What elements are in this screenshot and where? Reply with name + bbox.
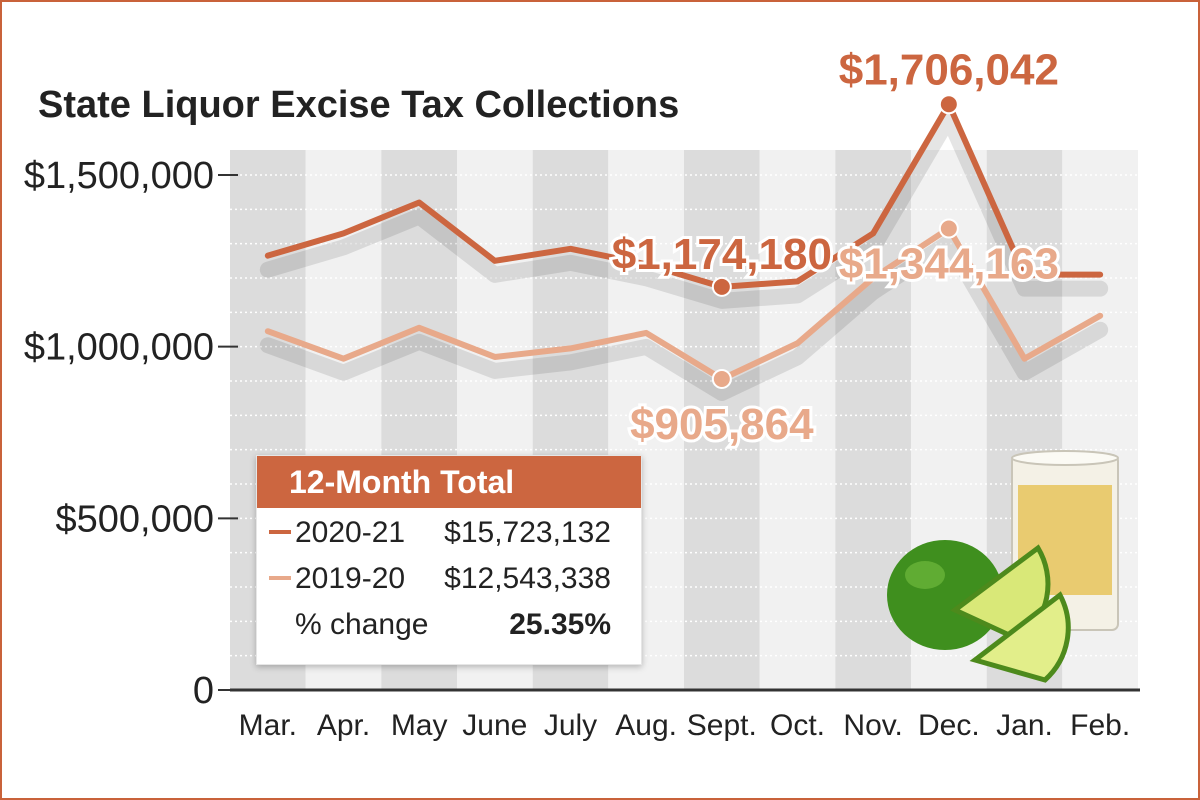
shot-glass-rim xyxy=(1011,450,1119,466)
x-tick-label: Dec. xyxy=(918,709,980,742)
legend-value: $12,543,338 xyxy=(444,562,611,595)
data-point-marker xyxy=(711,368,732,389)
legend-value: $15,723,132 xyxy=(444,516,611,549)
y-tick-label: $1,500,000 xyxy=(24,155,214,197)
lime-wedge-2 xyxy=(969,591,1071,683)
x-tick-label: Oct. xyxy=(770,709,825,742)
data-label: $1,706,042 xyxy=(839,45,1059,94)
y-axis: 0 $500,000 $1,000,000 $1,500,000 xyxy=(24,155,238,712)
data-label: $905,864 xyxy=(630,400,814,449)
legend-title: 12-Month Total xyxy=(257,456,641,508)
x-tick-label: July xyxy=(544,709,597,742)
series-line-2020-21 xyxy=(264,101,1104,290)
lime-and-shot-glass-illustration xyxy=(887,450,1119,683)
legend-label: 2020-21 xyxy=(295,516,406,549)
x-axis: Mar. Apr. May June July Aug. Sept. Oct. Nov. Dec.… xyxy=(230,688,1140,742)
series-layer xyxy=(259,101,1109,401)
x-tick-label: May xyxy=(391,709,448,742)
x-tick-label: Mar. xyxy=(239,709,297,742)
y-tick-label: $500,000 xyxy=(56,498,215,540)
lime-highlight xyxy=(905,561,945,589)
data-point-marker xyxy=(711,276,732,297)
plot-column-band xyxy=(759,150,836,690)
data-point-marker xyxy=(938,218,959,239)
plot-column-band xyxy=(684,150,760,690)
series-shadow xyxy=(259,110,1109,309)
y-tick-label: $1,000,000 xyxy=(24,327,214,369)
series-shadow xyxy=(259,234,1109,401)
y-tick-label: 0 xyxy=(193,670,214,712)
data-label: $1,344,163 xyxy=(839,240,1059,289)
x-tick-label: Nov. xyxy=(843,709,902,742)
x-tick-label: Feb. xyxy=(1070,709,1130,742)
x-tick-label: Aug. xyxy=(615,709,677,742)
legend-row-2019-20: 2019-20 $12,543,338 xyxy=(257,554,641,600)
legend-row-2020-21: 2020-21 $15,723,132 xyxy=(257,508,641,554)
x-tick-label: June xyxy=(462,709,527,742)
change-value: 25.35% xyxy=(509,608,611,641)
legend-swatch-2019-20 xyxy=(269,576,291,580)
annotations: $1,706,042 $1,174,180 $1,344,163 $905,864 xyxy=(609,42,1062,452)
data-label: $1,174,180 xyxy=(612,230,832,279)
change-label: % change xyxy=(295,608,429,641)
legend-label: 2019-20 xyxy=(295,562,406,595)
series-line-2019-20 xyxy=(264,225,1104,382)
data-point-marker xyxy=(938,94,959,115)
legend-row-change: % change 25.35% xyxy=(257,600,641,646)
chart-title: State Liquor Excise Tax Collections xyxy=(38,84,679,126)
x-tick-label: Sept. xyxy=(687,709,757,742)
legend-swatch-2020-21 xyxy=(269,530,291,534)
x-tick-label: Apr. xyxy=(317,709,370,742)
twelve-month-total-box: 12-Month Total 2020-21 $15,723,132 2019-… xyxy=(256,455,642,665)
x-tick-label: Jan. xyxy=(996,709,1053,742)
